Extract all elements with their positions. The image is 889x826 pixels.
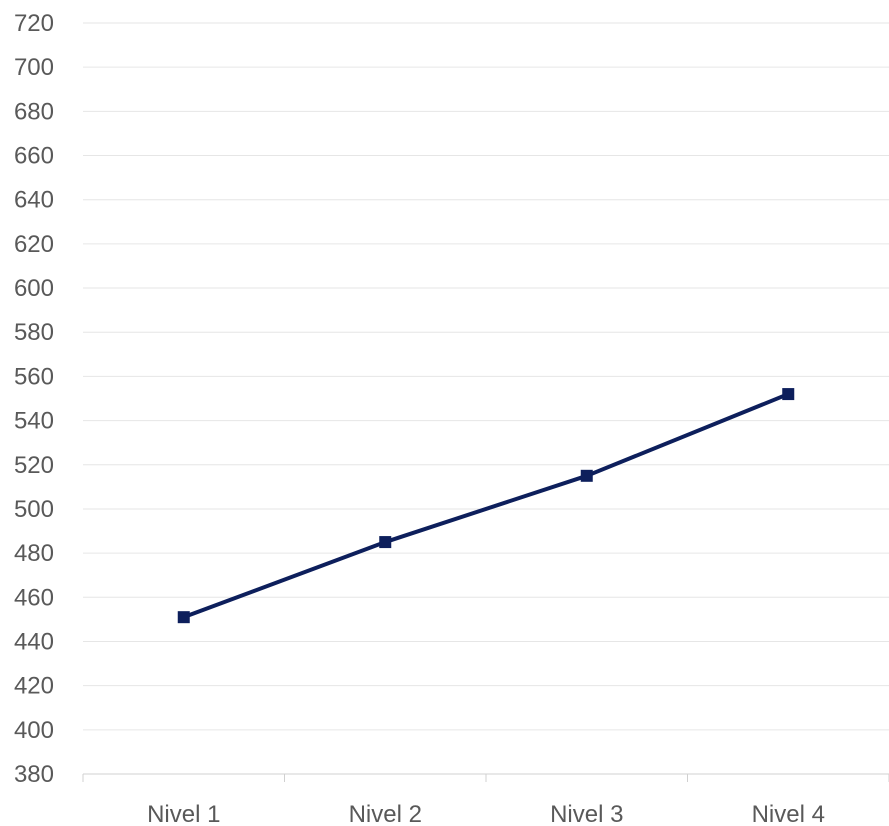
data-point-nivel-1	[177, 611, 190, 624]
x-tick-label-3: Nivel 3	[550, 801, 623, 826]
y-tick-label-580: 580	[14, 319, 54, 346]
y-tick-label-620: 620	[14, 231, 54, 258]
y-tick-label-460: 460	[14, 584, 54, 611]
y-tick-label-480: 480	[14, 540, 54, 567]
x-axis	[82, 773, 889, 782]
x-tick-label-2: Nivel 2	[349, 801, 422, 826]
y-tick-label-400: 400	[14, 717, 54, 744]
y-tick-label-640: 640	[14, 187, 54, 214]
y-tick-label-500: 500	[14, 496, 54, 523]
y-axis-tick-labels: 380 400 420 440 460 480 500 520 540 560 580 600 620 6…	[14, 10, 54, 788]
x-tick-label-1: Nivel 1	[147, 801, 220, 826]
y-tick-label-520: 520	[14, 452, 54, 479]
y-tick-label-560: 560	[14, 363, 54, 390]
series-line	[183, 392, 790, 620]
series-group	[177, 388, 795, 624]
y-tick-label-420: 420	[14, 673, 54, 700]
y-tick-label-720: 720	[14, 10, 54, 37]
x-axis-tick-labels: Nivel 1 Nivel 2 Nivel 3 Nivel 4	[147, 801, 825, 826]
y-tick-label-700: 700	[14, 54, 54, 81]
data-point-nivel-2	[379, 536, 392, 549]
y-tick-label-540: 540	[14, 408, 54, 435]
y-tick-label-440: 440	[14, 628, 54, 655]
y-tick-label-680: 680	[14, 98, 54, 125]
gridlines	[83, 22, 889, 731]
data-point-nivel-3	[580, 469, 593, 482]
data-point-nivel-4	[782, 388, 795, 401]
y-tick-label-380: 380	[14, 761, 54, 788]
y-tick-label-660: 660	[14, 143, 54, 170]
y-tick-label-600: 600	[14, 275, 54, 302]
x-tick-label-4: Nivel 4	[752, 801, 825, 826]
